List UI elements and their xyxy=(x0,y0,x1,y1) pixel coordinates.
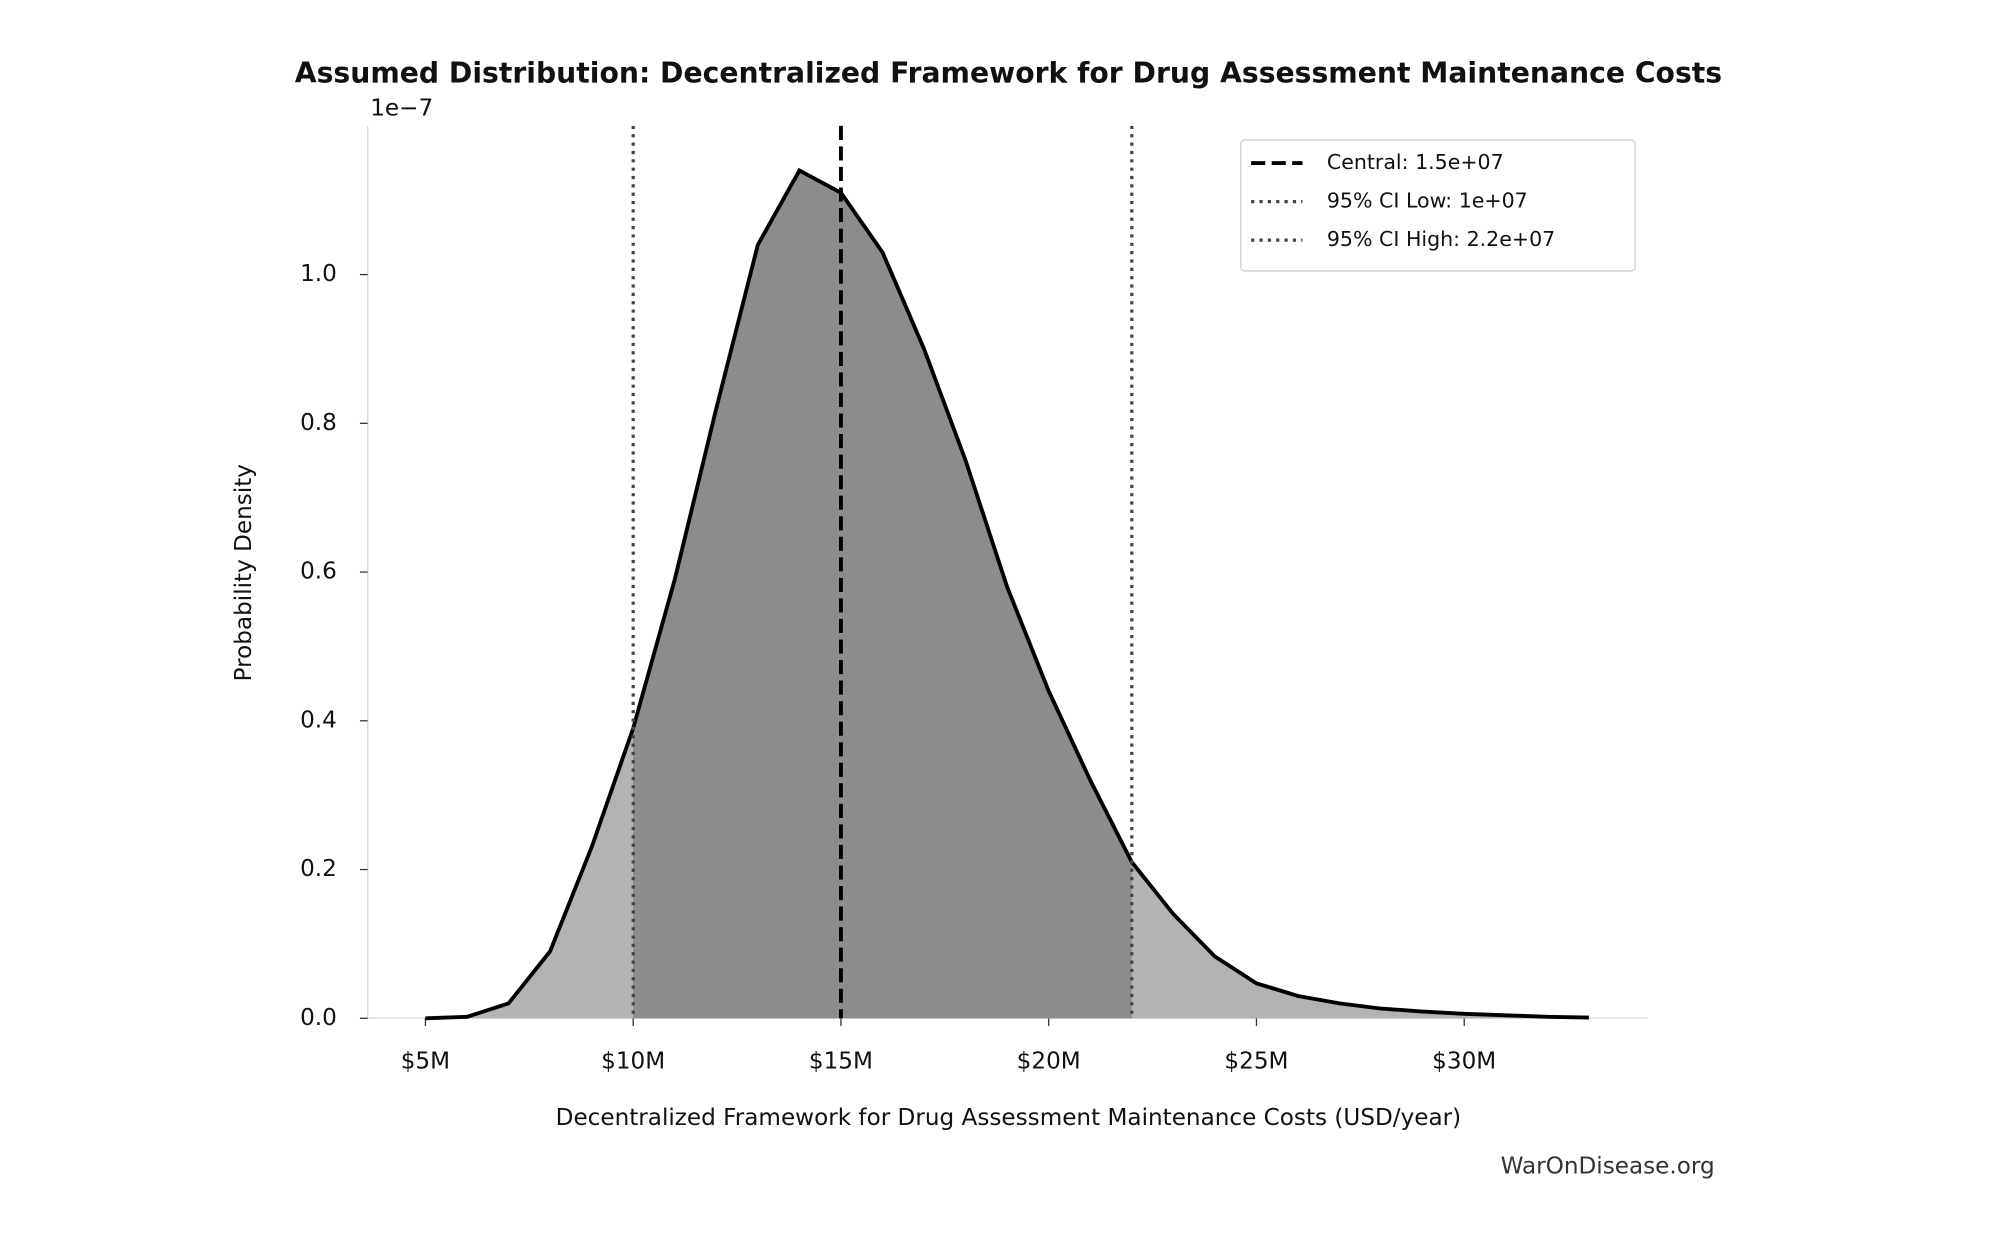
x-tick-label: $30M xyxy=(1432,1048,1496,1074)
chart-title: Assumed Distribution: Decentralized Fram… xyxy=(295,56,1722,89)
x-tick-label: $25M xyxy=(1224,1048,1288,1074)
y-tick-label: 1.0 xyxy=(300,261,337,287)
watermark: WarOnDisease.org xyxy=(1501,1154,1715,1180)
legend-label: 95% CI Low: 1e+07 xyxy=(1327,189,1528,213)
y-tick-label: 0.8 xyxy=(300,410,337,436)
y-tick-label: 0.6 xyxy=(300,559,337,585)
x-tick-label: $5M xyxy=(401,1048,450,1074)
x-tick-label: $15M xyxy=(809,1048,873,1074)
plot-area xyxy=(359,125,1648,1026)
ci-area xyxy=(633,170,1132,1019)
x-axis-label: Decentralized Framework for Drug Assessm… xyxy=(556,1105,1462,1131)
y-axis-label: Probability Density xyxy=(231,464,257,681)
x-tick-label: $20M xyxy=(1017,1048,1081,1074)
legend: Central: 1.5e+07 95% CI Low: 1e+07 95% CI … xyxy=(1240,139,1636,272)
y-offset-label: 1e−7 xyxy=(370,96,433,122)
x-tick-label: $10M xyxy=(601,1048,665,1074)
legend-box xyxy=(1240,139,1636,272)
density-line xyxy=(425,167,1589,1021)
y-tick-label: 0.0 xyxy=(300,1005,337,1031)
y-tick-label: 0.2 xyxy=(300,856,337,882)
legend-label: 95% CI High: 2.2e+07 xyxy=(1327,227,1555,251)
legend-label: Central: 1.5e+07 xyxy=(1327,150,1504,174)
y-tick-label: 0.4 xyxy=(300,707,337,733)
